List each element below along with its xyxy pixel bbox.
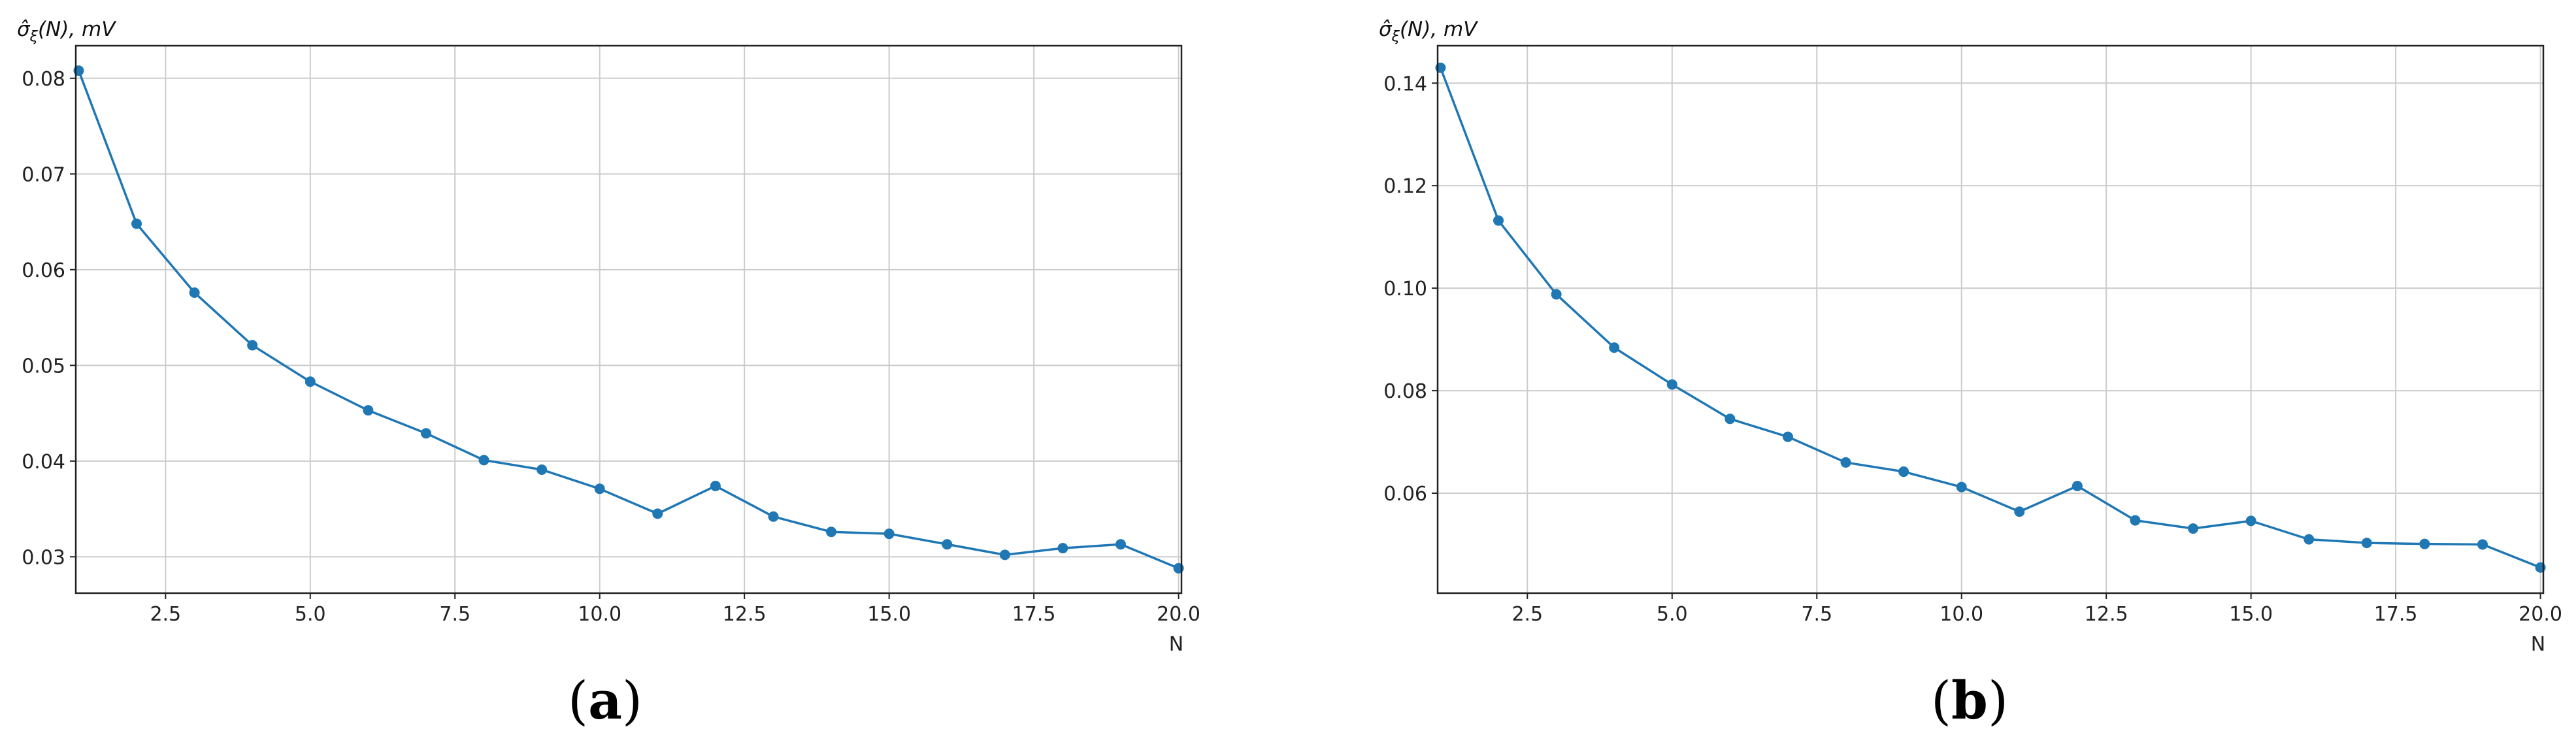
data-point — [2014, 506, 2025, 517]
caption-letter: b — [1951, 670, 1988, 731]
data-point — [537, 464, 548, 476]
series-line — [77, 70, 1180, 570]
data-point — [189, 287, 200, 298]
y-tick-label: 0.08 — [1383, 380, 1427, 403]
y-tick-label: 0.05 — [22, 355, 65, 378]
data-point — [2245, 515, 2256, 527]
y-axis-label-text: (N), mV — [38, 18, 117, 41]
caption-letter: a — [588, 670, 622, 731]
data-point — [1782, 431, 1793, 442]
y-tick-label: 0.04 — [22, 451, 65, 474]
y-tick-label: 0.14 — [1383, 73, 1427, 95]
y-axis-label-subscript: ξ — [29, 29, 39, 45]
y-axis-label-symbol: σ̂ — [1379, 18, 1393, 41]
panel-caption: (a) — [568, 670, 642, 731]
panel-caption: (b) — [1931, 670, 2008, 731]
y-tick-label: 0.10 — [1383, 278, 1427, 300]
caption-close-paren: ) — [1988, 670, 2008, 731]
data-point — [999, 549, 1010, 560]
x-tick-label: 10.0 — [1940, 603, 1983, 626]
y-tick-label: 0.03 — [22, 546, 65, 569]
data-point — [1057, 543, 1068, 554]
data-point — [2130, 515, 2141, 526]
x-tick-label: 20.0 — [2518, 603, 2562, 626]
x-tick-label: 12.5 — [723, 603, 767, 626]
x-tick-label: 12.5 — [2085, 603, 2128, 626]
x-tick-label: 20.0 — [1157, 603, 1200, 626]
caption-open-paren: ( — [568, 670, 588, 731]
y-axis-label: σ̂ξ(N), mV — [17, 18, 117, 45]
data-point — [826, 527, 837, 538]
data-point — [883, 528, 895, 540]
data-point — [2304, 534, 2315, 545]
data-point — [131, 218, 142, 229]
data-point — [942, 539, 953, 550]
data-point — [1956, 481, 1967, 493]
y-tick-label: 0.08 — [22, 68, 65, 91]
data-point — [1493, 215, 1504, 226]
series-line — [1439, 67, 2541, 569]
chart-panel-b: 2.5 5.0 7.5 10.0 12.5 15.0 17.5 20.0 0.06 0.08 0.1… — [1379, 18, 2562, 731]
data-point — [2361, 538, 2372, 549]
data-point — [1551, 289, 1562, 300]
x-tick-label: 15.0 — [2229, 603, 2273, 626]
data-point — [594, 483, 605, 495]
caption-open-paren: ( — [1931, 670, 1951, 731]
x-tick-label: 5.0 — [295, 603, 326, 626]
x-axis-label: N — [2531, 633, 2545, 656]
data-point — [1898, 466, 1909, 478]
data-point — [1609, 342, 1620, 353]
data-point — [420, 428, 431, 439]
data-point — [247, 340, 258, 351]
data-point — [652, 508, 663, 519]
data-point — [710, 480, 721, 491]
data-point — [478, 455, 489, 466]
x-tick-label: 2.5 — [1511, 603, 1543, 626]
data-point — [1725, 414, 1736, 425]
data-point — [768, 511, 779, 522]
caption-close-paren: ) — [622, 670, 642, 731]
x-tick-label: 17.5 — [2374, 603, 2418, 626]
x-tick-label: 17.5 — [1012, 603, 1056, 626]
data-point — [2477, 539, 2488, 550]
data-point — [305, 376, 316, 387]
y-axis-label-subscript: ξ — [1391, 29, 1400, 45]
x-tick-label: 7.5 — [1801, 603, 1832, 626]
x-tick-label: 10.0 — [578, 603, 621, 626]
data-point — [1666, 379, 1677, 390]
y-tick-label: 0.06 — [22, 259, 65, 282]
x-tick-label: 15.0 — [867, 603, 911, 626]
x-tick-label: 2.5 — [150, 603, 181, 626]
y-tick-label: 0.07 — [22, 163, 65, 186]
x-tick-label: 7.5 — [439, 603, 471, 626]
y-axis-label-text: (N), mV — [1400, 18, 1479, 41]
axes-frame — [74, 44, 1183, 594]
data-point — [2072, 481, 2083, 492]
y-tick-label: 0.06 — [1383, 483, 1427, 506]
y-axis-label: σ̂ξ(N), mV — [1379, 18, 1479, 45]
chart-panel-a: 2.5 5.0 7.5 10.0 12.5 15.0 17.5 20.0 0.03 0.04 0.0… — [17, 18, 1200, 731]
data-point — [2188, 523, 2199, 534]
x-axis-label: N — [1169, 633, 1183, 656]
data-point — [1840, 457, 1851, 468]
y-tick-label: 0.12 — [1383, 175, 1427, 198]
y-axis-label-symbol: σ̂ — [17, 18, 31, 41]
data-point — [363, 405, 374, 416]
axes-frame — [1436, 44, 2545, 594]
data-point — [1115, 539, 1126, 550]
x-tick-label: 5.0 — [1657, 603, 1688, 626]
data-point — [2419, 538, 2430, 549]
